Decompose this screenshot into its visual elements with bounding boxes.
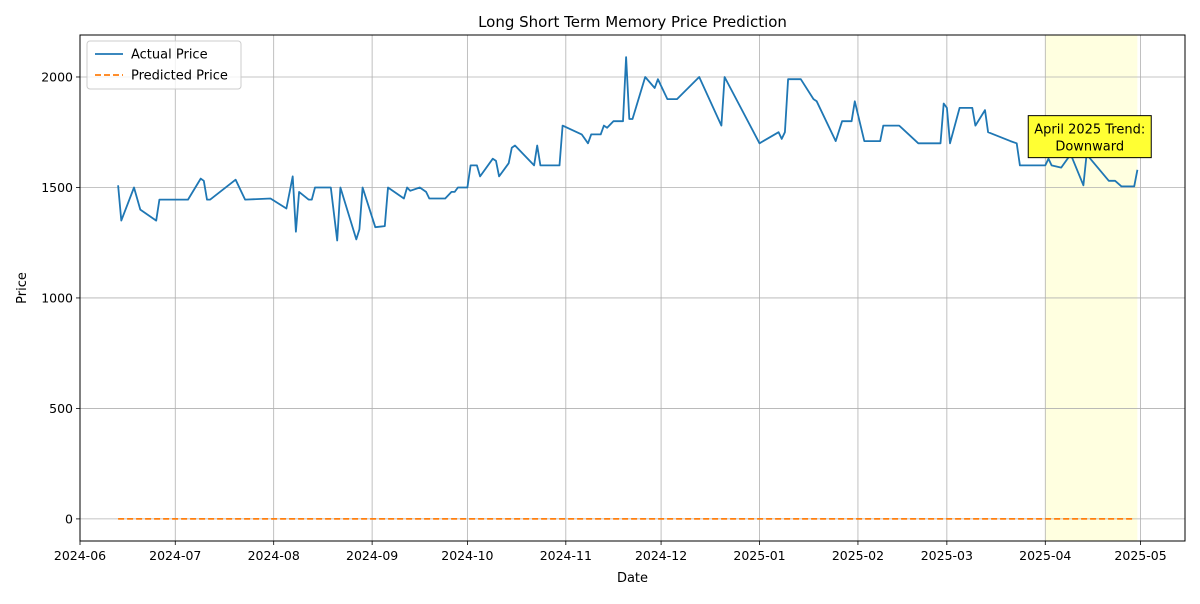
series-layer [117,56,1139,520]
legend-label-predicted-price: Predicted Price [131,69,228,84]
y-tick-label: 1000 [41,290,73,305]
x-axis-title: Date [617,571,648,586]
x-tick-label: 2025-01 [733,548,785,563]
x-axis-ticks: 2024-06 2024-07 2024-08 2024-09 2024-10 2024-… [54,541,1167,563]
x-tick-label: 2024-06 [54,548,106,563]
x-tick-label: 2025-02 [832,548,884,563]
chart-title: Long Short Term Memory Price Prediction [478,13,787,31]
y-tick-label: 1500 [41,180,73,195]
annotation-line-2: Downward [1055,140,1124,155]
x-tick-label: 2024-11 [540,548,592,563]
x-tick-label: 2024-12 [635,548,687,563]
trend-annotation: April 2025 Trend: Downward [1027,115,1152,159]
x-tick-label: 2024-07 [149,548,201,563]
x-tick-label: 2024-10 [441,548,493,563]
legend-box [86,40,242,90]
annotation-box [1027,115,1152,159]
y-axis-ticks: 0 500 1000 1500 2000 [41,69,80,526]
y-tick-label: 500 [49,401,73,416]
legend-label-actual-price: Actual Price [131,48,208,63]
x-tick-label: 2025-04 [1019,548,1071,563]
y-axis-title: Price [15,272,30,304]
series-line-actual-price [117,56,1139,242]
legend: Actual Price Predicted Price [86,40,242,90]
x-tick-label: 2025-05 [1114,548,1166,563]
x-tick-label: 2024-08 [248,548,300,563]
plot-area-frame [79,34,1186,542]
y-tick-label: 0 [65,511,73,526]
x-tick-label: 2025-03 [921,548,973,563]
annotation-line-1: April 2025 Trend: [1034,123,1145,138]
x-tick-label: 2024-09 [346,548,398,563]
april-2025-highlight-span [1045,35,1138,541]
y-tick-label: 2000 [41,69,73,84]
